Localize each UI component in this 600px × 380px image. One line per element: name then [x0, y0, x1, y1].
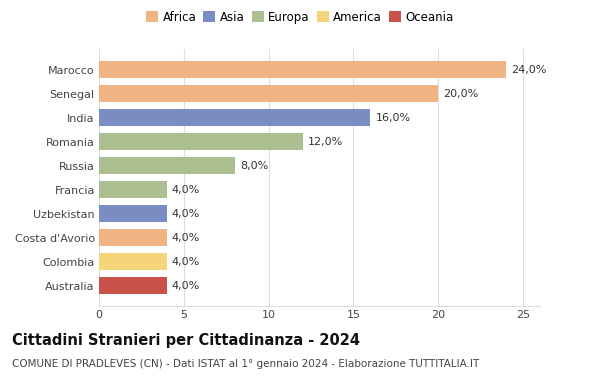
Bar: [99, 181, 167, 198]
Bar: [99, 205, 167, 222]
Text: 4,0%: 4,0%: [172, 256, 200, 267]
Bar: [99, 229, 167, 246]
Legend: Africa, Asia, Europa, America, Oceania: Africa, Asia, Europa, America, Oceania: [141, 6, 459, 28]
Text: 16,0%: 16,0%: [376, 113, 410, 123]
Text: 20,0%: 20,0%: [443, 89, 479, 99]
Text: 4,0%: 4,0%: [172, 209, 200, 218]
Bar: [99, 253, 167, 270]
Text: COMUNE DI PRADLEVES (CN) - Dati ISTAT al 1° gennaio 2024 - Elaborazione TUTTITAL: COMUNE DI PRADLEVES (CN) - Dati ISTAT al…: [12, 359, 479, 369]
Text: 4,0%: 4,0%: [172, 185, 200, 195]
Bar: [99, 61, 506, 78]
Text: 4,0%: 4,0%: [172, 280, 200, 291]
Text: 12,0%: 12,0%: [308, 137, 343, 147]
Text: Cittadini Stranieri per Cittadinanza - 2024: Cittadini Stranieri per Cittadinanza - 2…: [12, 332, 360, 347]
Text: 4,0%: 4,0%: [172, 233, 200, 242]
Bar: [99, 109, 370, 126]
Bar: [99, 85, 438, 102]
Bar: [99, 157, 235, 174]
Text: 24,0%: 24,0%: [511, 65, 547, 75]
Bar: [99, 133, 302, 150]
Bar: [99, 277, 167, 294]
Text: 8,0%: 8,0%: [240, 161, 268, 171]
